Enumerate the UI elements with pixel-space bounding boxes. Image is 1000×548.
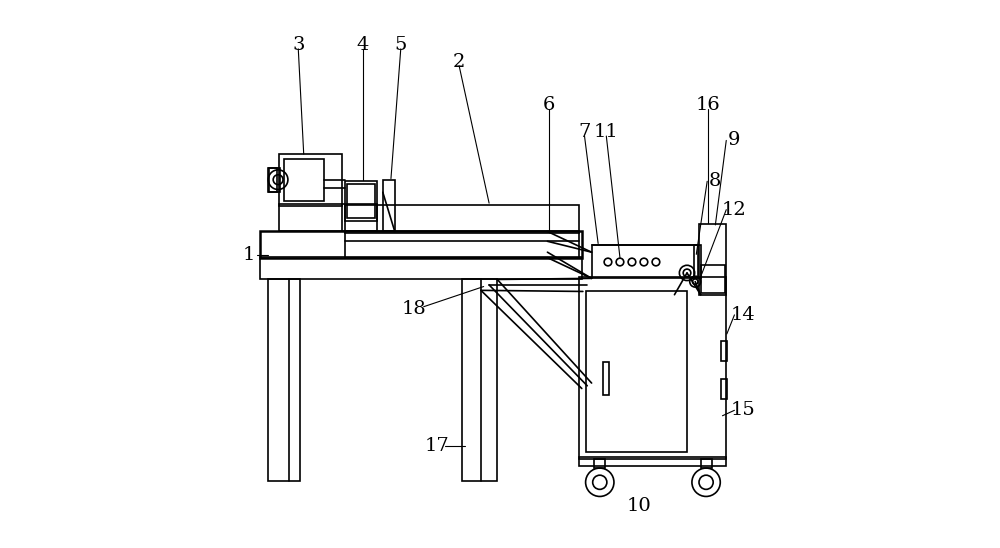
Bar <box>279 204 377 231</box>
Text: 9: 9 <box>728 132 741 150</box>
Bar <box>594 459 605 467</box>
Bar <box>701 265 725 293</box>
Bar <box>260 231 582 258</box>
Text: 14: 14 <box>730 306 755 324</box>
Text: 3: 3 <box>292 36 305 54</box>
Text: 12: 12 <box>722 201 747 219</box>
Bar <box>579 277 726 459</box>
Bar <box>345 181 377 220</box>
Text: 17: 17 <box>425 437 450 455</box>
Bar <box>260 256 582 279</box>
Text: 10: 10 <box>627 496 651 515</box>
Bar <box>279 154 342 206</box>
Bar <box>586 292 687 452</box>
Text: 8: 8 <box>709 172 722 190</box>
Text: 2: 2 <box>453 54 465 71</box>
Text: 1: 1 <box>243 246 255 264</box>
Bar <box>721 379 727 399</box>
Bar <box>579 457 726 466</box>
Bar <box>345 231 579 258</box>
Bar <box>268 168 280 192</box>
Bar <box>694 244 701 278</box>
Text: 18: 18 <box>402 300 427 318</box>
Text: 4: 4 <box>356 36 369 54</box>
Bar <box>284 159 324 202</box>
Bar <box>345 205 579 233</box>
Text: 15: 15 <box>730 401 755 419</box>
Bar <box>383 180 395 231</box>
Text: 5: 5 <box>395 36 407 54</box>
Text: 6: 6 <box>543 96 555 114</box>
Bar <box>603 362 609 395</box>
Bar <box>721 340 727 361</box>
Bar <box>268 279 300 481</box>
Bar <box>269 168 277 192</box>
Text: 16: 16 <box>696 96 721 114</box>
Bar <box>592 244 698 278</box>
Bar <box>347 184 375 218</box>
Text: 11: 11 <box>594 123 619 141</box>
Bar <box>699 224 726 295</box>
Bar <box>701 459 712 467</box>
Bar <box>462 279 497 481</box>
Text: 7: 7 <box>578 123 591 141</box>
